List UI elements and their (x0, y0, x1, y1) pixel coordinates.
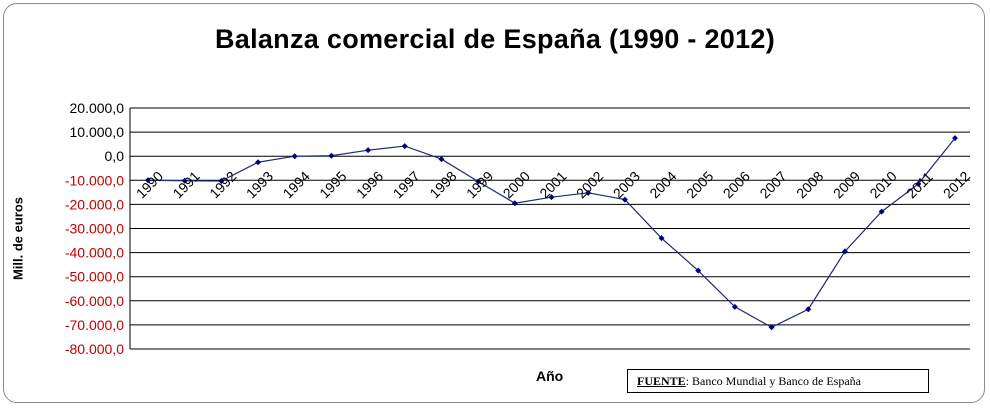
x-tick-label: 2000 (500, 168, 533, 201)
data-point (658, 235, 665, 242)
chart-frame (3, 3, 985, 403)
x-tick-label: 1990 (133, 168, 166, 201)
x-tick-label: 1993 (243, 168, 276, 201)
x-tick-label: 2003 (610, 168, 643, 201)
x-tick-label: 2004 (646, 168, 679, 201)
x-tick-label: 2002 (573, 168, 606, 201)
y-tick-label: 10.000,0 (70, 124, 125, 140)
data-point (145, 177, 151, 184)
x-tick-label: 1999 (463, 168, 496, 201)
series-markers (145, 135, 958, 331)
y-tick-label: -60.000,0 (65, 293, 124, 309)
x-tick-label: 2006 (720, 168, 753, 201)
x-tick-label: 1996 (353, 168, 386, 201)
y-tick-label: 20.000,0 (70, 100, 125, 116)
series-polyline (147, 137, 956, 328)
y-axis-label: Mill. de euros (10, 196, 26, 281)
x-tick-label: 1997 (390, 168, 423, 201)
data-point (218, 178, 225, 185)
data-point (438, 156, 445, 163)
gridlines (129, 107, 970, 350)
x-tick-label: 2007 (756, 168, 789, 201)
x-tick-label: 1995 (316, 168, 349, 201)
series-line (147, 137, 956, 328)
x-tick-label: 2008 (793, 168, 826, 201)
data-point (731, 303, 738, 310)
x-tick-label: 2009 (830, 168, 863, 201)
data-point (328, 152, 335, 159)
x-axis-label: Año (536, 368, 564, 384)
y-tick-label: -10.000,0 (65, 172, 124, 188)
data-point (511, 200, 518, 207)
y-tick-label: -70.000,0 (65, 317, 124, 333)
x-tick-label: 1998 (426, 168, 459, 201)
source-text: : Banco Mundial y Banco de España (685, 374, 861, 388)
y-tick-label: -80.000,0 (65, 341, 124, 357)
y-tick-label: -40.000,0 (65, 245, 124, 261)
x-tick-label: 1991 (169, 168, 202, 201)
y-tick-label: -20.000,0 (65, 196, 124, 212)
data-point (255, 159, 262, 166)
x-tick-label: 1992 (206, 168, 239, 201)
source-label: FUENTE (637, 374, 686, 388)
data-point (365, 147, 372, 154)
data-point (841, 248, 848, 255)
data-point (401, 143, 408, 150)
data-point (952, 135, 958, 142)
x-tick-label: 2005 (683, 168, 716, 201)
data-point (585, 189, 592, 196)
x-tick-label: 1994 (280, 168, 313, 201)
y-tick-label: 0,0 (105, 148, 125, 164)
data-point (181, 177, 188, 184)
data-point (878, 208, 885, 215)
y-tick-label: -30.000,0 (65, 221, 124, 237)
data-point (915, 180, 922, 187)
data-point (291, 153, 298, 160)
data-point (805, 306, 812, 313)
source-box: FUENTE: Banco Mundial y Banco de España (627, 369, 929, 393)
x-tick-label: 2012 (940, 168, 973, 201)
y-tick-label: -50.000,0 (65, 269, 124, 285)
data-point (621, 196, 628, 203)
y-axis-ticks: 20.000,0 10.000,0 0,0 -10.000,0 -20.000,0 -30… (65, 100, 124, 357)
data-point (475, 178, 482, 185)
chart-title: Balanza comercial de España (1990 - 2012… (214, 24, 776, 54)
data-point (768, 324, 775, 331)
x-tick-label: 2010 (866, 168, 899, 201)
data-point (695, 267, 702, 274)
x-tick-label: 2011 (903, 169, 936, 202)
data-point (548, 194, 555, 201)
